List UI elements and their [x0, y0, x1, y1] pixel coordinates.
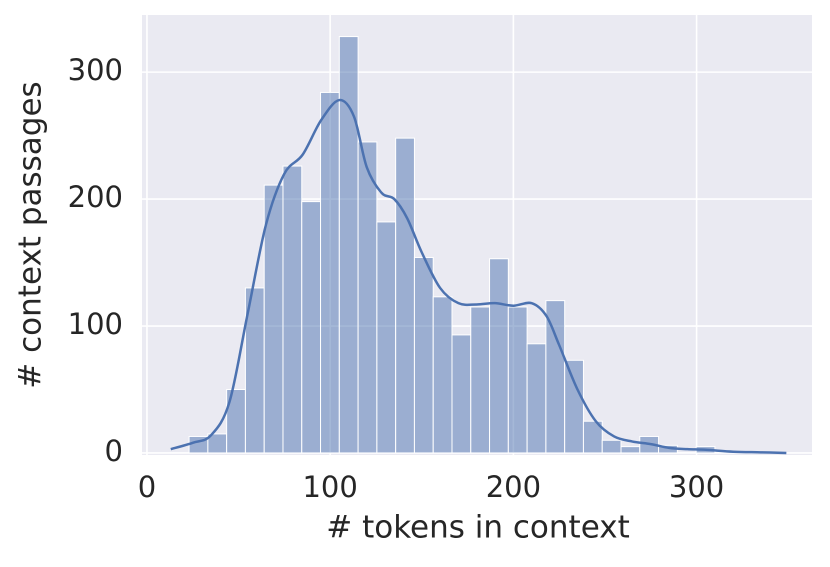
x-axis-title: # tokens in context — [326, 510, 629, 546]
x-tick-label: 0 — [138, 470, 156, 504]
bar — [582, 420, 603, 454]
bar — [395, 137, 415, 454]
bar — [470, 306, 491, 454]
bar — [301, 201, 322, 454]
bar — [320, 91, 340, 454]
bar — [601, 439, 622, 454]
x-tick-label: 100 — [302, 470, 357, 504]
y-tick-label: 0 — [105, 434, 123, 468]
bar — [357, 141, 378, 454]
bar — [413, 256, 434, 454]
y-tick-label: 200 — [68, 180, 123, 214]
y-tick-label: 100 — [68, 307, 123, 341]
bar — [489, 258, 509, 454]
y-axis-title: # context passages — [13, 81, 49, 388]
bar — [432, 296, 453, 454]
bar — [564, 359, 584, 454]
bar — [620, 446, 641, 454]
x-tick-label: 300 — [669, 470, 724, 504]
y-tick-label: 300 — [68, 53, 123, 87]
bar — [526, 343, 547, 454]
bar — [545, 300, 566, 454]
bar — [338, 36, 359, 454]
bar — [282, 165, 303, 454]
bar — [451, 334, 472, 454]
bar — [507, 306, 528, 454]
x-tick-label: 200 — [486, 470, 541, 504]
kde-line — [170, 98, 787, 455]
bar — [376, 221, 397, 454]
